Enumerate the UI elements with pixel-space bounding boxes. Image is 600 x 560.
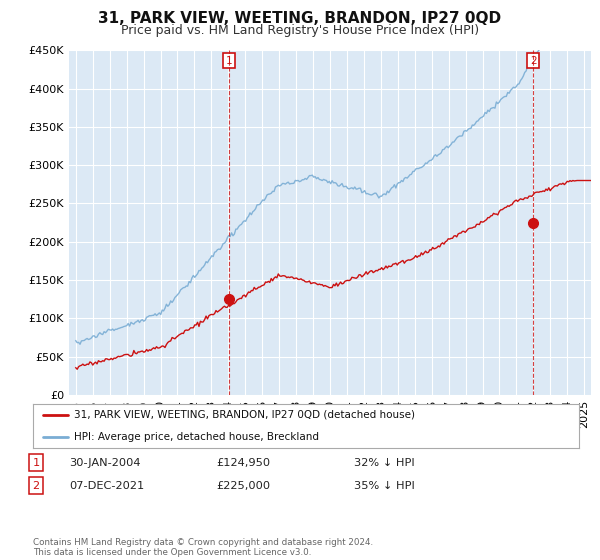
Text: 31, PARK VIEW, WEETING, BRANDON, IP27 0QD: 31, PARK VIEW, WEETING, BRANDON, IP27 0Q… [98,11,502,26]
Text: HPI: Average price, detached house, Breckland: HPI: Average price, detached house, Brec… [74,432,319,442]
Text: 31, PARK VIEW, WEETING, BRANDON, IP27 0QD (detached house): 31, PARK VIEW, WEETING, BRANDON, IP27 0Q… [74,410,415,420]
Text: 07-DEC-2021: 07-DEC-2021 [69,480,144,491]
Text: £124,950: £124,950 [216,458,270,468]
Text: 30-JAN-2004: 30-JAN-2004 [69,458,140,468]
Text: 2: 2 [530,55,536,66]
Text: £225,000: £225,000 [216,480,270,491]
Text: Contains HM Land Registry data © Crown copyright and database right 2024.
This d: Contains HM Land Registry data © Crown c… [33,538,373,557]
Text: 1: 1 [32,458,40,468]
Text: Price paid vs. HM Land Registry's House Price Index (HPI): Price paid vs. HM Land Registry's House … [121,24,479,37]
Text: 1: 1 [226,55,232,66]
Text: 35% ↓ HPI: 35% ↓ HPI [354,480,415,491]
Text: 2: 2 [32,480,40,491]
Text: 32% ↓ HPI: 32% ↓ HPI [354,458,415,468]
